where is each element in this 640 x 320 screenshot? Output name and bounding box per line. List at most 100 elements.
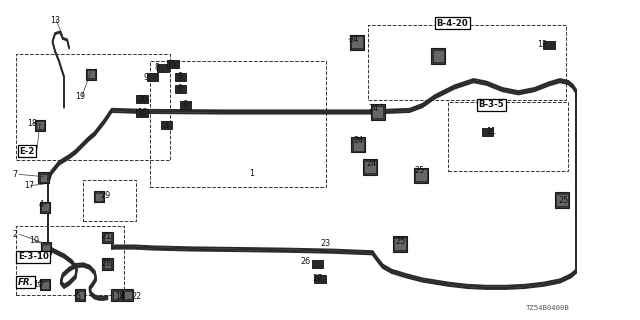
Bar <box>102 232 113 243</box>
Bar <box>556 194 568 206</box>
Text: 9: 9 <box>178 84 183 93</box>
Bar <box>180 101 191 109</box>
Text: 6: 6 <box>182 100 188 109</box>
Text: 10: 10 <box>29 236 39 245</box>
Bar <box>41 243 51 253</box>
Text: 24: 24 <box>368 104 378 113</box>
Text: 5: 5 <box>76 292 81 301</box>
Bar <box>113 291 120 299</box>
Bar <box>41 204 49 212</box>
Bar <box>433 50 444 62</box>
Bar <box>543 42 555 50</box>
Text: 1: 1 <box>250 169 255 178</box>
Bar <box>482 128 493 136</box>
Text: 26: 26 <box>301 257 311 266</box>
Text: 27: 27 <box>312 274 323 283</box>
Text: 9: 9 <box>144 73 149 82</box>
Bar <box>150 61 326 187</box>
Bar <box>104 260 111 268</box>
Text: 4: 4 <box>38 200 44 209</box>
Bar <box>42 244 50 252</box>
Bar <box>157 64 169 72</box>
Bar <box>102 259 113 269</box>
Text: TZ54B0400B: TZ54B0400B <box>526 305 570 311</box>
Bar <box>368 25 566 100</box>
Bar <box>555 192 569 208</box>
Bar <box>371 104 385 120</box>
Bar <box>414 168 428 183</box>
Text: 7: 7 <box>13 170 18 179</box>
Bar <box>372 106 383 118</box>
Bar <box>415 169 427 181</box>
Text: 21: 21 <box>101 232 111 241</box>
Bar <box>40 173 47 182</box>
Bar <box>448 102 568 171</box>
Text: 8: 8 <box>178 72 183 81</box>
Bar <box>36 122 44 130</box>
Bar <box>314 275 326 283</box>
Text: 25: 25 <box>558 196 568 204</box>
Bar <box>175 85 186 93</box>
Bar <box>38 172 49 183</box>
Text: 17: 17 <box>24 181 35 190</box>
Bar <box>41 281 49 289</box>
Bar <box>175 73 186 81</box>
Bar <box>393 236 407 252</box>
Bar <box>87 70 95 78</box>
Bar <box>104 234 111 242</box>
Bar <box>16 226 124 295</box>
Text: B-4-20: B-4-20 <box>436 19 468 28</box>
Bar <box>353 139 364 151</box>
Bar <box>124 291 132 299</box>
Text: 19: 19 <box>76 92 86 100</box>
Text: 2: 2 <box>13 230 18 239</box>
Text: 28: 28 <box>101 260 111 268</box>
Bar <box>394 238 406 250</box>
Text: 15: 15 <box>166 60 177 68</box>
Bar <box>351 36 363 48</box>
Text: 24: 24 <box>366 159 376 168</box>
Text: 29: 29 <box>100 191 111 200</box>
Text: B-3-5: B-3-5 <box>479 100 504 109</box>
Text: 10: 10 <box>33 280 44 289</box>
Text: 3: 3 <box>163 121 168 130</box>
Text: 25: 25 <box>396 237 406 246</box>
Text: E-3-10: E-3-10 <box>18 252 49 261</box>
Bar <box>167 60 179 68</box>
Bar <box>123 289 133 301</box>
Text: 13: 13 <box>50 16 60 25</box>
Bar <box>312 260 323 268</box>
Bar <box>136 95 148 102</box>
Bar <box>16 54 170 160</box>
Bar <box>431 48 445 64</box>
Text: 24: 24 <box>353 136 364 145</box>
Text: 25: 25 <box>415 166 425 175</box>
Bar <box>95 193 103 201</box>
Bar <box>364 161 376 173</box>
Bar <box>94 191 104 203</box>
Bar <box>161 122 172 130</box>
Text: FR.: FR. <box>18 278 34 287</box>
Text: 11: 11 <box>486 127 497 136</box>
Bar <box>350 35 364 50</box>
Text: 12: 12 <box>538 40 548 49</box>
Text: 18: 18 <box>27 119 37 128</box>
Bar <box>86 69 96 80</box>
Text: 16: 16 <box>138 108 148 116</box>
Text: 8: 8 <box>155 63 160 72</box>
Text: 20: 20 <box>138 95 148 104</box>
Text: 14: 14 <box>115 292 125 301</box>
Bar <box>136 109 148 117</box>
Bar <box>75 289 85 301</box>
Bar <box>76 291 84 299</box>
Text: 23: 23 <box>320 239 330 248</box>
Bar <box>351 137 365 152</box>
Bar <box>40 202 50 213</box>
Text: E-2: E-2 <box>19 147 35 156</box>
Text: 24: 24 <box>349 35 359 44</box>
Bar <box>35 120 45 131</box>
Bar <box>363 159 377 175</box>
Bar <box>147 74 158 82</box>
Bar <box>40 279 50 291</box>
Text: 22: 22 <box>131 292 141 301</box>
